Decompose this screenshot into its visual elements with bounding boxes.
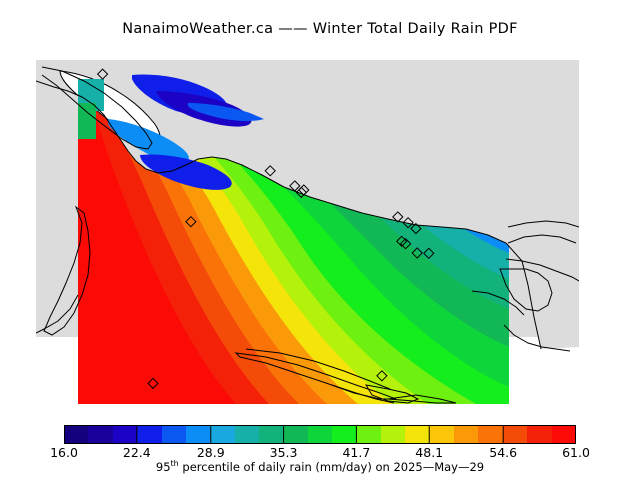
colorbar-swatch	[478, 425, 503, 444]
colorbar-tick-labels: 16.0 22.4 28.9 35.3 41.7 48.1 54.6 61.0	[0, 445, 640, 460]
page-title: NanaimoWeather.ca —— Winter Total Daily …	[122, 21, 518, 37]
colorbar-swatch	[186, 425, 210, 444]
colorbar-axis-label: 95th percentile of daily rain (mm/day) o…	[155, 459, 485, 474]
colorbar-tick-label: 22.4	[122, 445, 151, 460]
colorbar-swatch	[430, 425, 454, 444]
colorbar-swatch	[405, 425, 430, 444]
coastline-strokes	[36, 66, 579, 404]
colorbar-swatch	[381, 425, 405, 444]
colorbar-swatch	[527, 425, 552, 444]
colorbar-tick-label: 61.0	[562, 445, 590, 460]
colorbar-tick-label: 41.7	[342, 445, 371, 460]
colorbar-tick-label: 28.9	[196, 445, 225, 460]
colorbar-swatch	[64, 425, 88, 444]
colorbar-swatch	[235, 425, 259, 444]
map-landmass-overlay	[36, 47, 579, 404]
colorbar-swatch	[503, 425, 527, 444]
map-plot-area	[36, 47, 579, 405]
colorbar-swatch	[308, 425, 332, 444]
superscript-th: th	[170, 459, 179, 468]
colorbar-tick-label: 54.6	[489, 445, 518, 460]
colorbar-tick-marks	[136, 425, 504, 444]
colorbar-swatch	[332, 425, 357, 444]
colorbar-swatch	[357, 425, 381, 444]
colorbar-tick-label: 35.3	[269, 445, 298, 460]
colorbar-svg[interactable]	[64, 425, 576, 444]
colorbar-swatch	[113, 425, 137, 444]
colorbar-swatches	[64, 425, 576, 444]
colorbar-swatch	[259, 425, 283, 444]
colorbar-swatch	[210, 425, 235, 444]
colorbar-swatch	[137, 425, 162, 444]
colorbar-swatch	[162, 425, 186, 444]
colorbar-tick-label: 16.0	[50, 445, 78, 460]
contour-map-svg	[36, 47, 579, 405]
colorbar-swatch	[283, 425, 308, 444]
colorbar[interactable]	[64, 425, 576, 444]
colorbar-swatch	[88, 425, 113, 444]
colorbar-frame	[64, 425, 576, 444]
colorbar-swatch	[552, 425, 576, 444]
colorbar-swatch	[454, 425, 478, 444]
colorbar-tick-label: 48.1	[415, 445, 444, 460]
